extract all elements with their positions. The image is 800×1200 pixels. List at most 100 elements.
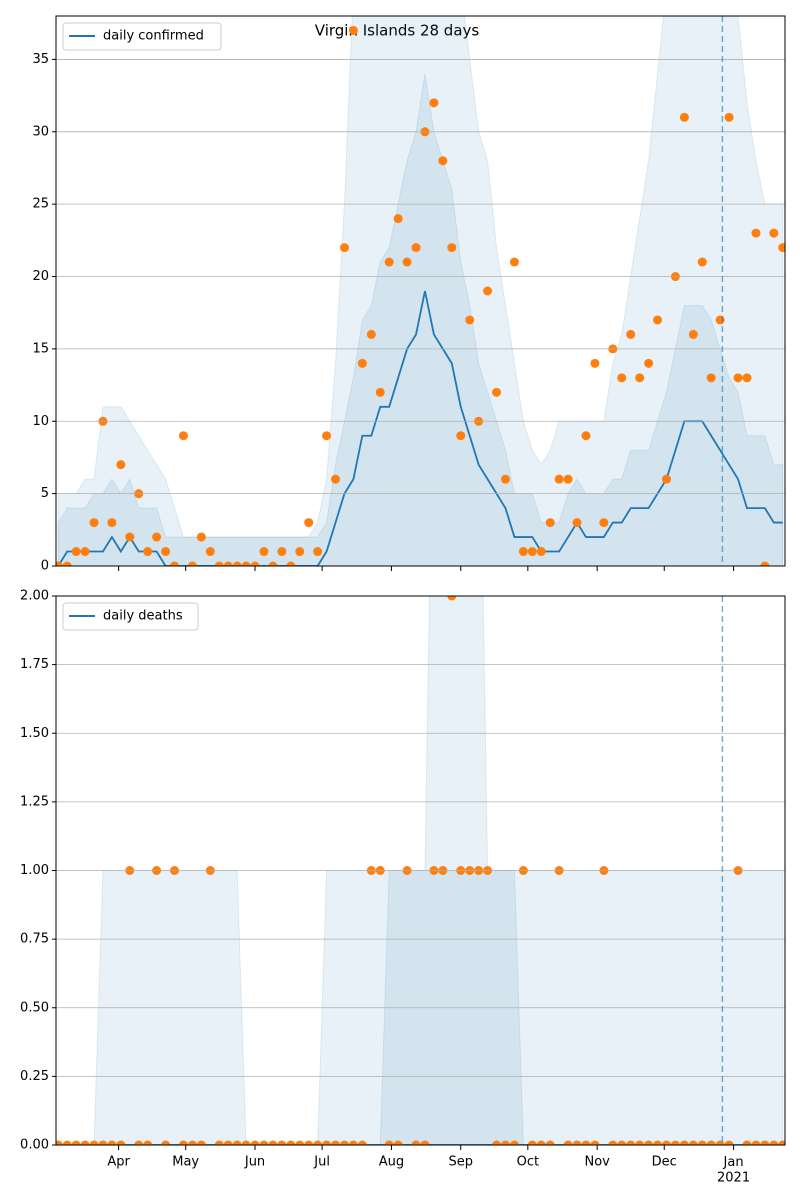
data-point — [581, 431, 591, 441]
data-point — [134, 1140, 144, 1145]
data-point — [313, 547, 323, 557]
data-point — [71, 1140, 81, 1145]
data-point — [250, 561, 260, 566]
data-point — [509, 257, 519, 267]
data-point — [697, 1140, 707, 1145]
data-point — [733, 373, 743, 383]
data-point — [223, 1140, 233, 1145]
data-point — [626, 1140, 636, 1145]
data-point — [599, 518, 609, 528]
data-point — [80, 1140, 90, 1145]
data-point — [742, 1140, 752, 1145]
legend-label: daily confirmed — [103, 29, 204, 44]
x-tick-label: Aug — [379, 1155, 404, 1170]
data-point — [500, 474, 510, 484]
axes-frame — [55, 15, 786, 567]
data-point — [653, 1140, 663, 1145]
data-point — [688, 329, 698, 339]
data-point — [56, 1140, 63, 1145]
data-point — [572, 1140, 582, 1145]
data-point — [56, 561, 63, 566]
data-point — [116, 460, 126, 470]
data-point — [250, 1140, 260, 1145]
data-point — [456, 431, 466, 441]
data-point — [286, 1140, 296, 1145]
data-point — [581, 1140, 591, 1145]
data-point — [348, 25, 358, 35]
data-point — [71, 547, 81, 557]
data-point — [295, 547, 305, 557]
data-point — [644, 358, 654, 368]
data-point — [393, 1140, 403, 1145]
y-tick-label: 1.25 — [20, 794, 49, 809]
y-tick-label: 1.00 — [20, 863, 49, 878]
data-point — [196, 1140, 206, 1145]
data-point — [339, 243, 349, 253]
data-point — [339, 1140, 349, 1145]
data-point — [760, 1140, 770, 1145]
data-point — [715, 315, 725, 325]
data-point — [107, 1140, 117, 1145]
data-point — [62, 561, 72, 566]
data-point — [420, 1140, 430, 1145]
legend-box — [62, 22, 222, 51]
data-point — [89, 1140, 99, 1145]
data-point — [751, 1140, 761, 1145]
legend-box — [62, 602, 199, 631]
y-tick-label: 10 — [32, 414, 49, 429]
data-point — [536, 547, 546, 557]
data-point — [590, 358, 600, 368]
data-point — [143, 1140, 153, 1145]
data-point — [187, 561, 197, 566]
y-tick-label: 30 — [32, 124, 49, 139]
y-tick-label: 1.50 — [20, 726, 49, 741]
data-point — [644, 1140, 654, 1145]
data-point — [322, 1140, 332, 1145]
data-point — [760, 561, 770, 566]
data-point — [688, 1140, 698, 1145]
data-point — [366, 329, 376, 339]
data-point — [706, 373, 716, 383]
data-point — [724, 1140, 734, 1145]
data-point — [635, 373, 645, 383]
data-point — [178, 1140, 188, 1145]
data-point — [429, 98, 439, 108]
data-point — [170, 561, 180, 566]
data-point — [80, 547, 90, 557]
data-point — [107, 518, 117, 528]
x-tick-label: Dec — [652, 1155, 677, 1170]
data-point — [116, 1140, 126, 1145]
x-tick-label: May — [172, 1155, 199, 1170]
data-point — [545, 518, 555, 528]
data-point — [590, 1140, 600, 1145]
data-point — [563, 474, 573, 484]
data-point — [608, 1140, 618, 1145]
data-point — [241, 561, 251, 566]
data-point — [259, 1140, 269, 1145]
data-point — [152, 532, 162, 542]
data-point — [268, 561, 278, 566]
y-tick-label: 0.00 — [20, 1138, 49, 1153]
data-point — [322, 431, 332, 441]
data-point — [125, 532, 135, 542]
data-point — [331, 1140, 341, 1145]
data-point — [617, 373, 627, 383]
data-point — [277, 1140, 287, 1145]
data-point — [348, 1140, 358, 1145]
data-point — [438, 156, 448, 166]
data-point — [751, 228, 761, 238]
x-tick-label: Nov — [584, 1155, 610, 1170]
x-tick-label: Jan 2021 — [717, 1155, 750, 1186]
data-point — [304, 518, 314, 528]
data-point — [196, 532, 206, 542]
data-point — [161, 547, 171, 557]
data-point — [635, 1140, 645, 1145]
data-point — [536, 1140, 546, 1145]
data-point — [492, 1140, 502, 1145]
y-tick-label: 15 — [32, 341, 49, 356]
data-point — [554, 474, 564, 484]
x-tick-label: Jun — [244, 1155, 265, 1170]
x-tick-label: Oct — [517, 1155, 539, 1170]
series-line — [57, 290, 783, 566]
